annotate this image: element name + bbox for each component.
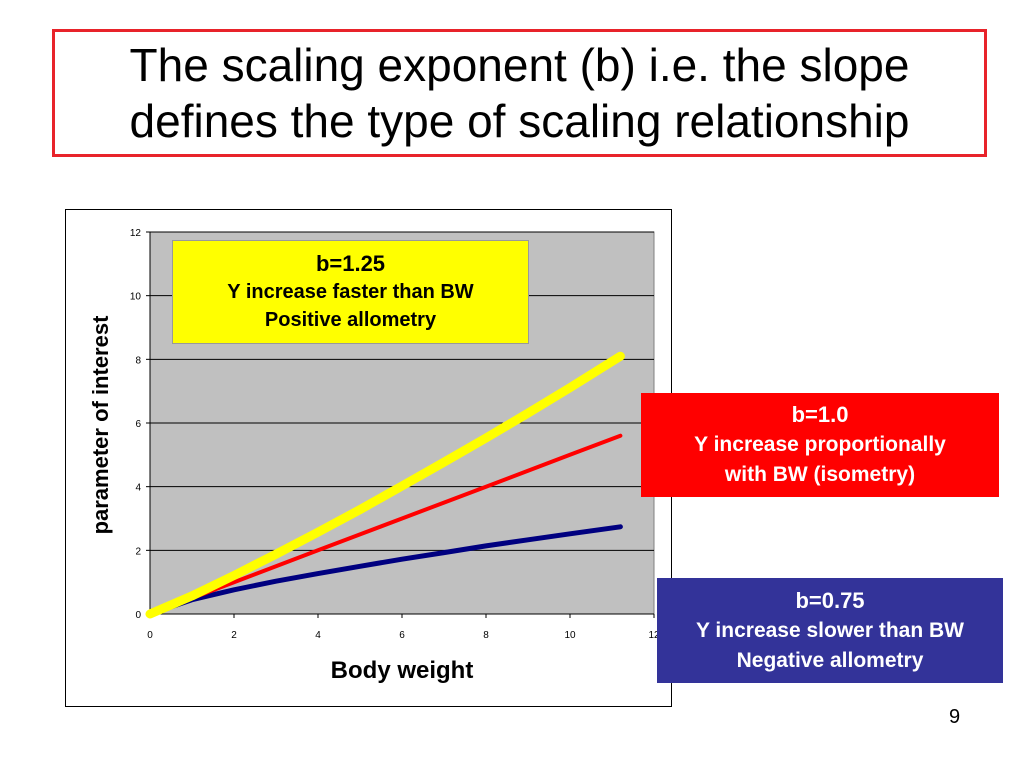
series-line-navy	[147, 524, 623, 617]
x-tick-label: 2	[231, 630, 237, 641]
slide-title: The scaling exponent (b) i.e. the slope …	[129, 39, 910, 147]
callout-positive-allometry: b=1.25 Y increase faster than BW Positiv…	[172, 240, 529, 344]
y-tick-label: 10	[130, 292, 142, 303]
callout-isometry-exponent: b=1.0	[791, 402, 849, 427]
callout-isometry-type: with BW (isometry)	[724, 463, 916, 486]
x-tick-label: 8	[483, 630, 489, 641]
callout-negative-allometry: b=0.75 Y increase slower than BW Negativ…	[657, 578, 1003, 683]
callout-negative-type: Negative allometry	[736, 648, 924, 672]
x-axis-label: Body weight	[330, 657, 474, 684]
x-tick-label: 12	[648, 630, 660, 641]
page-number: 9	[949, 706, 961, 728]
callout-negative-desc: Y increase slower than BW	[695, 618, 965, 642]
y-tick-label: 4	[135, 483, 141, 494]
callout-positive-desc: Y increase faster than BW	[227, 281, 474, 303]
title-box: The scaling exponent (b) i.e. the slope …	[52, 29, 987, 157]
series-line-yellow	[145, 351, 625, 619]
x-tick-label: 4	[315, 630, 321, 641]
x-tick-label: 0	[147, 630, 153, 641]
callout-isometry-desc: Y increase proportionally	[694, 433, 946, 456]
y-tick-label: 6	[135, 419, 141, 430]
x-tick-label: 10	[564, 630, 576, 641]
y-tick-label: 8	[135, 355, 141, 366]
callout-positive-exponent: b=1.25	[315, 251, 386, 276]
callout-isometry: b=1.0 Y increase proportionally with BW …	[641, 393, 999, 497]
y-axis-label: parameter of interest	[88, 315, 113, 535]
y-tick-label: 12	[130, 228, 142, 239]
x-tick-label: 6	[399, 630, 405, 641]
y-tick-label: 2	[135, 546, 141, 557]
callout-negative-exponent: b=0.75	[795, 587, 865, 613]
series-line-red	[148, 433, 623, 616]
y-tick-label: 0	[135, 610, 141, 621]
callout-positive-type: Positive allometry	[264, 309, 437, 331]
